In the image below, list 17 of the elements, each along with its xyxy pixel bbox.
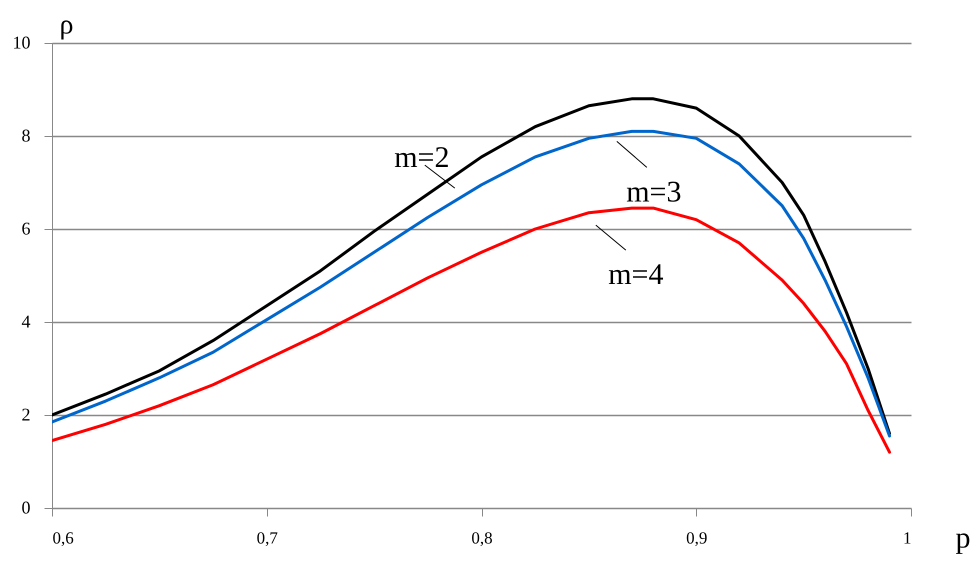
annotation: m=3: [626, 175, 682, 208]
y-tick-label: 8: [22, 126, 30, 146]
annotation: m=2: [394, 141, 450, 174]
y-tick-label: 10: [12, 32, 30, 52]
y-tick-label: 2: [22, 404, 30, 424]
y-tick-label: 4: [22, 312, 30, 332]
line-series: [52, 206, 892, 454]
x-tick-label: 1: [903, 528, 912, 548]
x-axis-title: p: [956, 522, 970, 554]
x-tick-label: 0,6: [52, 528, 74, 548]
x-tick-label: 0,8: [471, 528, 493, 548]
annotation: m=4: [608, 258, 664, 292]
y-tick-label: 6: [22, 218, 30, 238]
x-tick-label: 0,7: [256, 528, 278, 548]
y-tick-label: 0: [22, 498, 30, 518]
x-tick-label: 0,9: [686, 528, 708, 548]
y-axis-title: ρ: [60, 10, 74, 40]
